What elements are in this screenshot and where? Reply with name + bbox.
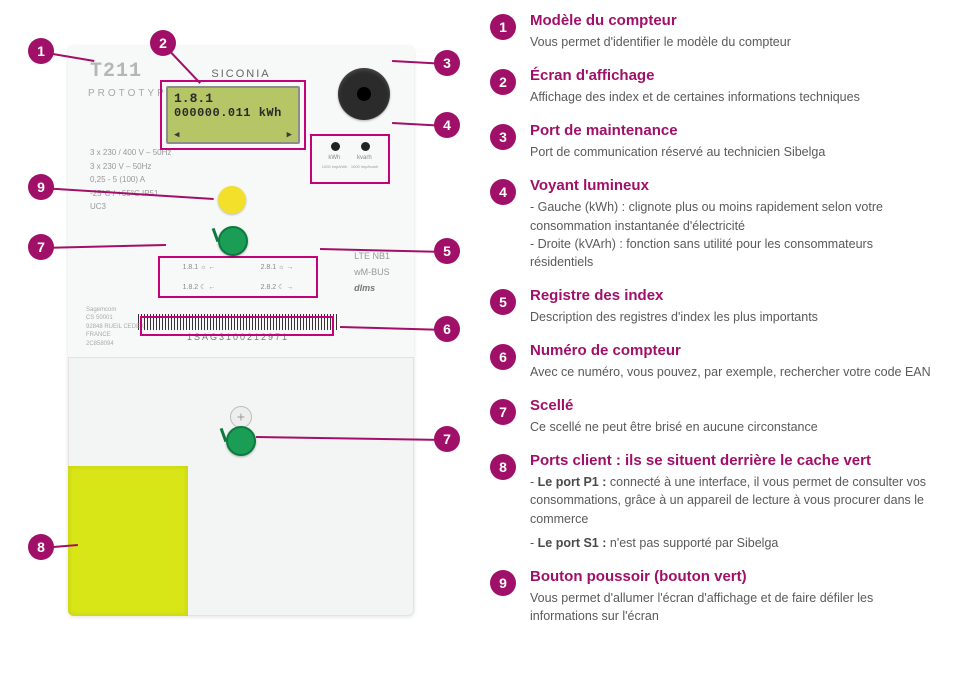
spec-line: 3 x 230 V – 50Hz <box>90 160 171 174</box>
legend-title: Écran d'affichage <box>530 67 936 84</box>
register-cell: 2.8.2 ☾ → <box>261 283 294 291</box>
callout-badge-1: 1 <box>28 38 54 64</box>
led-panel: kWh kvarh 1000 imp/kWh 1000 imp/kvarh <box>310 134 390 184</box>
manuf-line: Sagemcom <box>86 306 144 314</box>
legend-desc: - Gauche (kWh) : clignote plus ou moins … <box>530 198 936 271</box>
callout-badge-7: 7 <box>434 426 460 452</box>
legend-badge: 9 <box>490 570 516 596</box>
seal-icon <box>218 226 248 256</box>
legend-desc: Ce scellé ne peut être brisé en aucune c… <box>530 418 936 436</box>
legend-title: Registre des index <box>530 287 936 304</box>
highlight-frame-lcd <box>160 80 306 150</box>
manuf-line: CS 50001 <box>86 314 144 322</box>
legend-desc: Description des registres d'index les pl… <box>530 308 936 326</box>
screw-icon <box>230 406 252 428</box>
manuf-line: FRANCE <box>86 331 144 339</box>
legend-title: Port de maintenance <box>530 122 936 139</box>
register-cell: 2.8.1 ☼ → <box>261 264 294 271</box>
legend-item-4: 4 Voyant lumineux - Gauche (kWh) : clignot… <box>490 177 936 271</box>
legend-desc: - Le port P1 : connecté à une interface,… <box>530 473 936 552</box>
legend-item-2: 2 Écran d'affichage Affichage des index et… <box>490 67 936 106</box>
legend-item-1: 1 Modèle du compteur Vous permet d'identif… <box>490 12 936 51</box>
legend-title: Voyant lumineux <box>530 177 936 194</box>
legend-desc: Vous permet d'allumer l'écran d'affichag… <box>530 589 936 625</box>
legend-badge: 6 <box>490 344 516 370</box>
spec-line: 0,25 - 5 (100) A <box>90 173 171 187</box>
legend-item-8: 8 Ports client : ils se situent derrière … <box>490 452 936 552</box>
spec-line: UC3 <box>90 200 171 214</box>
legend-badge: 1 <box>490 14 516 40</box>
legend-title: Scellé <box>530 397 936 414</box>
legend-badge: 3 <box>490 124 516 150</box>
callout-badge-5: 5 <box>434 238 460 264</box>
legend-title: Modèle du compteur <box>530 12 936 29</box>
index-register: 1.8.1 ☼ ← 2.8.1 ☼ → 1.8.2 ☾ ← 2.8.2 ☾ → <box>158 256 318 298</box>
callout-badge-6: 6 <box>434 316 460 342</box>
legend-desc: Port de communication réservé au technic… <box>530 143 936 161</box>
legend-badge: 4 <box>490 179 516 205</box>
register-cell: 1.8.2 ☾ ← <box>183 283 216 291</box>
legend-desc: Avec ce numéro, vous pouvez, par exemple… <box>530 363 936 381</box>
maintenance-port-icon <box>338 68 390 120</box>
comm-labels: LTE NB1 wM-BUS dlms <box>354 248 390 297</box>
meter-model-label: T211 <box>90 60 142 83</box>
callout-badge-3: 3 <box>434 50 460 76</box>
manuf-line: 92848 RUEIL CEDEX <box>86 323 144 331</box>
manufacturer-block: Sagemcom CS 50001 92848 RUEIL CEDEX FRAN… <box>86 306 144 348</box>
legend-item-5: 5 Registre des index Description des regis… <box>490 287 936 326</box>
manuf-line: 2C858094 <box>86 340 144 348</box>
legend-item-3: 3 Port de maintenance Port de communicatio… <box>490 122 936 161</box>
legend-title: Numéro de compteur <box>530 342 936 359</box>
callout-badge-8: 8 <box>28 534 54 560</box>
legend-title: Bouton poussoir (bouton vert) <box>530 568 936 585</box>
callout-badge-7: 7 <box>28 234 54 260</box>
legend-desc: Vous permet d'identifier le modèle du co… <box>530 33 936 51</box>
callout-badge-9: 9 <box>28 174 54 200</box>
legend-badge: 2 <box>490 69 516 95</box>
led-right-sub: 1000 imp/kvarh <box>351 164 378 169</box>
meter-diagram: T211 SICONIA PROTOTYPE 1.8.1 000000.011 … <box>0 0 480 696</box>
push-button-icon <box>218 186 246 214</box>
legend-badge: 8 <box>490 454 516 480</box>
legend-desc: Affichage des index et de certaines info… <box>530 88 936 106</box>
legend-title: Ports client : ils se situent derrière l… <box>530 452 936 469</box>
seal-icon <box>226 426 256 456</box>
comm-dlms: dlms <box>354 280 390 296</box>
legend-item-6: 6 Numéro de compteur Avec ce numéro, vous … <box>490 342 936 381</box>
legend-item-9: 9 Bouton poussoir (bouton vert) Vous perme… <box>490 568 936 625</box>
led-kvarh-icon <box>361 142 370 151</box>
callout-badge-2: 2 <box>150 30 176 56</box>
led-right-label: kvarh <box>357 155 372 161</box>
meter-specs: 3 x 230 / 400 V – 50Hz 3 x 230 V – 50Hz … <box>90 146 171 214</box>
client-port-cover <box>68 466 188 616</box>
led-left-sub: 1000 imp/kWh <box>322 164 348 169</box>
meter-brand-label: SICONIA <box>211 68 270 80</box>
legend: 1 Modèle du compteur Vous permet d'identif… <box>480 0 960 696</box>
legend-item-7: 7 Scellé Ce scellé ne peut être brisé en a… <box>490 397 936 436</box>
callout-badge-4: 4 <box>434 112 460 138</box>
led-kwh-icon <box>331 142 340 151</box>
highlight-frame-serial <box>140 316 334 336</box>
register-cell: 1.8.1 ☼ ← <box>183 264 216 271</box>
comm-line: wM-BUS <box>354 264 390 280</box>
legend-badge: 5 <box>490 289 516 315</box>
led-left-label: kWh <box>328 155 340 161</box>
legend-badge: 7 <box>490 399 516 425</box>
